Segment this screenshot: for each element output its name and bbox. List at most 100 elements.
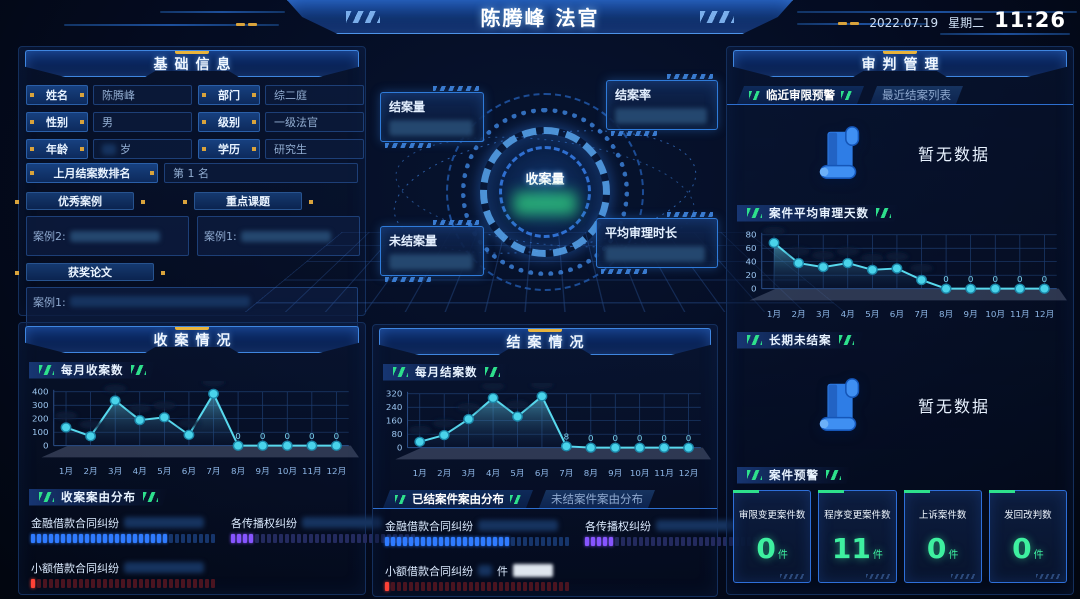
cause-bar-dissemination-right: 各传播权纠纷 bbox=[231, 515, 415, 543]
trial-tabs: 临近审限预警 最近结案列表 bbox=[727, 81, 1073, 105]
green-slashes-icon bbox=[747, 335, 762, 345]
svg-text:0: 0 bbox=[284, 432, 290, 442]
callout-closure-rate: 结案率 bbox=[606, 74, 718, 136]
green-slashes-icon bbox=[749, 91, 760, 100]
cause-bar-financial-loan: 金融借款合同纠纷 bbox=[385, 518, 569, 546]
top-header: 陈腾峰 法官 2022.07.19 星期二 11:26 bbox=[0, 0, 1080, 42]
svg-text:10月: 10月 bbox=[985, 310, 1005, 320]
svg-text:60: 60 bbox=[746, 244, 757, 254]
header-decor-dash bbox=[236, 23, 245, 26]
svg-text:5月: 5月 bbox=[510, 469, 524, 479]
intake-panel: 收案情况 每月收案数 0 100 200 300 400 1月 2月 3月 4月 5月 6月 7月 8月… bbox=[18, 322, 415, 595]
header-weekday: 星期二 bbox=[948, 16, 985, 30]
svg-text:9月: 9月 bbox=[608, 469, 622, 479]
header-decor-line bbox=[797, 11, 1077, 13]
svg-text:12月: 12月 bbox=[1035, 310, 1055, 320]
svg-text:8: 8 bbox=[564, 433, 570, 443]
svg-text:1月: 1月 bbox=[59, 467, 73, 477]
long-pending-badge: 长期未结案 bbox=[737, 331, 864, 349]
ring-core: 收案量 bbox=[513, 169, 577, 216]
svg-text:2月: 2月 bbox=[437, 469, 451, 479]
svg-text:12月: 12月 bbox=[679, 469, 699, 479]
svg-text:0: 0 bbox=[637, 434, 643, 444]
basic-info-panel: 基础信息 姓名 陈腾峰 部门 综二庭 性别 男 级别 一级法官 bbox=[15, 46, 366, 329]
trial-management-panel: 审判管理 临近审限预警 最近结案列表 暂无数据 bbox=[726, 46, 1074, 595]
svg-text:80: 80 bbox=[391, 430, 402, 440]
svg-text:0: 0 bbox=[588, 434, 594, 444]
field-name: 姓名 陈腾峰 bbox=[26, 85, 192, 105]
svg-text:200: 200 bbox=[32, 415, 49, 425]
stat-procedure-change: 程序变更案件数 11 件 bbox=[818, 490, 897, 583]
green-slashes-icon bbox=[841, 91, 852, 100]
field-education: 学历 研究生 bbox=[198, 139, 364, 159]
svg-text:8月: 8月 bbox=[584, 469, 598, 479]
censored-text bbox=[240, 230, 331, 242]
svg-text:6月: 6月 bbox=[535, 469, 549, 479]
censored-white-box bbox=[513, 564, 553, 577]
svg-text:6月: 6月 bbox=[890, 310, 904, 320]
svg-text:0: 0 bbox=[1042, 275, 1048, 285]
header-time: 11:26 bbox=[994, 8, 1066, 32]
censored-value bbox=[478, 520, 558, 531]
svg-text:160: 160 bbox=[386, 417, 403, 427]
award-papers-label: 获奖论文 bbox=[15, 263, 165, 281]
header-decor-dash bbox=[850, 22, 859, 25]
trial-header: 审判管理 bbox=[733, 50, 1067, 77]
svg-text:4月: 4月 bbox=[133, 467, 147, 477]
tab-deadline-warning[interactable]: 临近审限预警 bbox=[737, 86, 864, 104]
censored-value bbox=[102, 143, 116, 155]
svg-text:320: 320 bbox=[386, 390, 403, 400]
tab-recent-closed-list[interactable]: 最近结案列表 bbox=[870, 86, 963, 104]
header-slashes-right-icon bbox=[700, 11, 734, 23]
rank-row: 上月结案数排名 第 1 名 bbox=[26, 163, 358, 183]
svg-text:11月: 11月 bbox=[654, 469, 674, 479]
core-label: 收案量 bbox=[525, 172, 565, 188]
svg-text:0: 0 bbox=[1017, 275, 1023, 285]
svg-text:0: 0 bbox=[309, 432, 315, 442]
no-data-text: 暂无数据 bbox=[917, 397, 990, 416]
svg-text:20: 20 bbox=[746, 271, 757, 281]
field-department: 部门 综二庭 bbox=[198, 85, 364, 105]
censored-value bbox=[605, 246, 705, 262]
svg-text:0: 0 bbox=[235, 432, 241, 442]
field-gender: 性别 男 bbox=[26, 112, 192, 132]
intake-cause-bars: 金融借款合同纠纷 各传播权纠纷 小额借款合同纠纷 bbox=[19, 506, 415, 588]
basic-info-fields: 姓名 陈腾峰 部门 综二庭 性别 男 级别 一级法官 年龄 岁 bbox=[19, 77, 365, 162]
header-decor-line bbox=[797, 23, 927, 25]
excellent-cases-box: 案例2: bbox=[26, 216, 189, 256]
svg-text:240: 240 bbox=[386, 403, 403, 413]
svg-text:0: 0 bbox=[661, 434, 667, 444]
case-overview-visual: 收案量 结案量 结案率 未结案量 平均审理时长 bbox=[244, 46, 846, 318]
svg-text:300: 300 bbox=[32, 401, 49, 411]
censored-value bbox=[389, 254, 473, 270]
core-value-censored bbox=[513, 191, 577, 216]
callout-pending-count: 未结案量 bbox=[380, 220, 484, 282]
intake-header: 收案情况 bbox=[25, 326, 359, 353]
cause-bar-small-loan: 小额借款合同纠纷 件 bbox=[385, 563, 569, 591]
svg-text:8月: 8月 bbox=[939, 310, 953, 320]
page-title: 陈腾峰 法官 bbox=[480, 6, 600, 30]
tab-closed-cause-dist[interactable]: 已结案件案由分布 bbox=[383, 490, 533, 508]
header-decor-line bbox=[64, 24, 279, 26]
tab-pending-cause-dist[interactable]: 未结案件案由分布 bbox=[539, 490, 655, 508]
green-slashes-icon bbox=[39, 492, 54, 502]
closure-header: 结案情况 bbox=[379, 328, 711, 355]
svg-text:0: 0 bbox=[43, 442, 49, 452]
segmented-bar bbox=[31, 579, 215, 588]
green-slashes-icon bbox=[484, 367, 500, 377]
header-decor-dash bbox=[248, 23, 257, 26]
left-column: 基础信息 姓名 陈腾峰 部门 综二庭 性别 男 级别 一级法官 bbox=[15, 46, 415, 595]
header-decor-line bbox=[160, 11, 285, 13]
svg-text:4月: 4月 bbox=[841, 310, 855, 320]
basic-info-header: 基础信息 bbox=[25, 50, 359, 77]
svg-text:6月: 6月 bbox=[182, 467, 196, 477]
field-level: 级别 一级法官 bbox=[198, 112, 364, 132]
green-slashes-icon bbox=[747, 470, 762, 480]
ring-inner bbox=[499, 146, 591, 238]
scroll-icon bbox=[819, 378, 860, 431]
